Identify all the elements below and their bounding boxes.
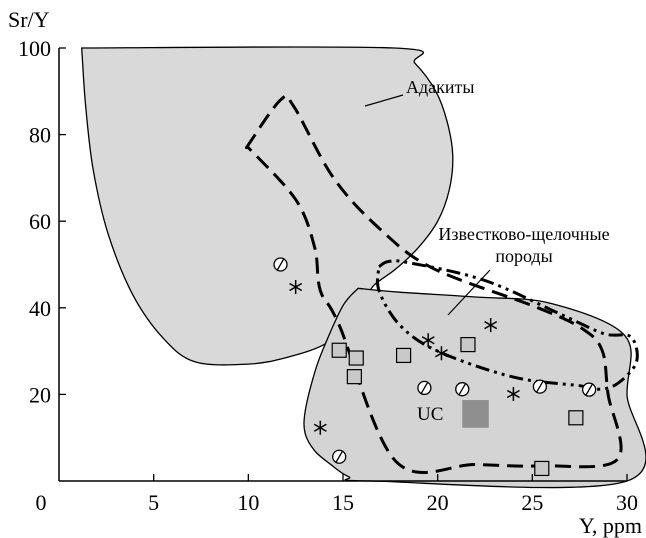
dashed-field [244,94,623,474]
calc-alkaline-label-line-2: породы [495,246,552,266]
asterisk-point [289,280,303,295]
asterisk-point [506,386,520,401]
square-marker [534,460,550,477]
calc-alkaline-leader-line [447,269,491,316]
regions-layer [80,46,646,489]
uc-layer [462,400,489,428]
x-tick-label: 15 [332,490,354,515]
labels-layer: 0 5 10 15 20 25 30 20 40 60 80 100 Sr/Y Y, ppm Адакиты… [8,7,642,538]
circle-slash [585,383,594,396]
y-tick-label: 40 [29,296,51,321]
y-tick-label: 60 [29,209,51,234]
x-tick-label: 20 [427,490,449,515]
uc-box [462,400,489,428]
circle-slash [535,380,544,393]
adakite-field [80,46,454,366]
calc-alkaline-label: Известково-щелочные породы [438,224,609,266]
adakite-label: Адакиты [406,77,474,97]
adakite-leader-line [364,94,404,107]
x-tick-label: 25 [521,490,543,515]
axes-layer [58,47,628,482]
circle-with-slash-point [273,257,288,272]
circle-slash [276,258,285,271]
circle-slash [420,381,429,395]
square-point [348,350,364,366]
asterisk-point [484,318,498,333]
circle-with-slash-point [417,380,432,396]
circle-with-slash-point [455,382,470,397]
square-point [460,337,476,353]
y-tick-label: 100 [18,36,51,61]
square-point [331,342,347,358]
asterisk-stroke-2 [506,389,520,399]
asterisk-point [313,420,327,435]
circle-slash [458,382,467,396]
square-marker [395,347,412,364]
square-point [346,369,362,385]
calc-alkaline-label-line-1: Известково-щелочные [438,224,609,244]
circle-slash [335,450,344,464]
square-point [395,347,412,364]
x-tick-label: 5 [148,490,159,515]
uc-label: UC [417,404,443,425]
asterisk-point [434,346,448,361]
asterisk-point [421,333,435,348]
square-marker [331,342,347,358]
y-tick-label: 80 [29,123,51,148]
x-tick-label: 30 [616,490,638,515]
asterisk-stroke-2 [289,282,303,292]
points-layer [273,257,597,477]
asterisk-stroke-2 [484,320,498,330]
asterisk-stroke-2 [421,336,435,345]
circle-with-slash-point [332,449,347,464]
square-marker [346,369,362,385]
circle-with-slash-point [581,382,597,397]
x-axis-title: Y, ppm [579,513,642,538]
square-point [568,410,584,426]
x-tick-label: 10 [237,490,259,515]
circle-with-slash-point [532,379,548,394]
x-tick-label: 0 [36,490,47,515]
square-marker [348,350,364,366]
square-point [534,460,550,477]
asterisk-stroke-2 [313,423,327,432]
y-tick-label: 20 [29,382,51,407]
square-marker [568,410,584,426]
square-marker [460,337,476,353]
calc-alkaline-field [375,259,639,391]
y-axis-title: Sr/Y [8,7,50,32]
asterisk-stroke-2 [434,349,448,358]
